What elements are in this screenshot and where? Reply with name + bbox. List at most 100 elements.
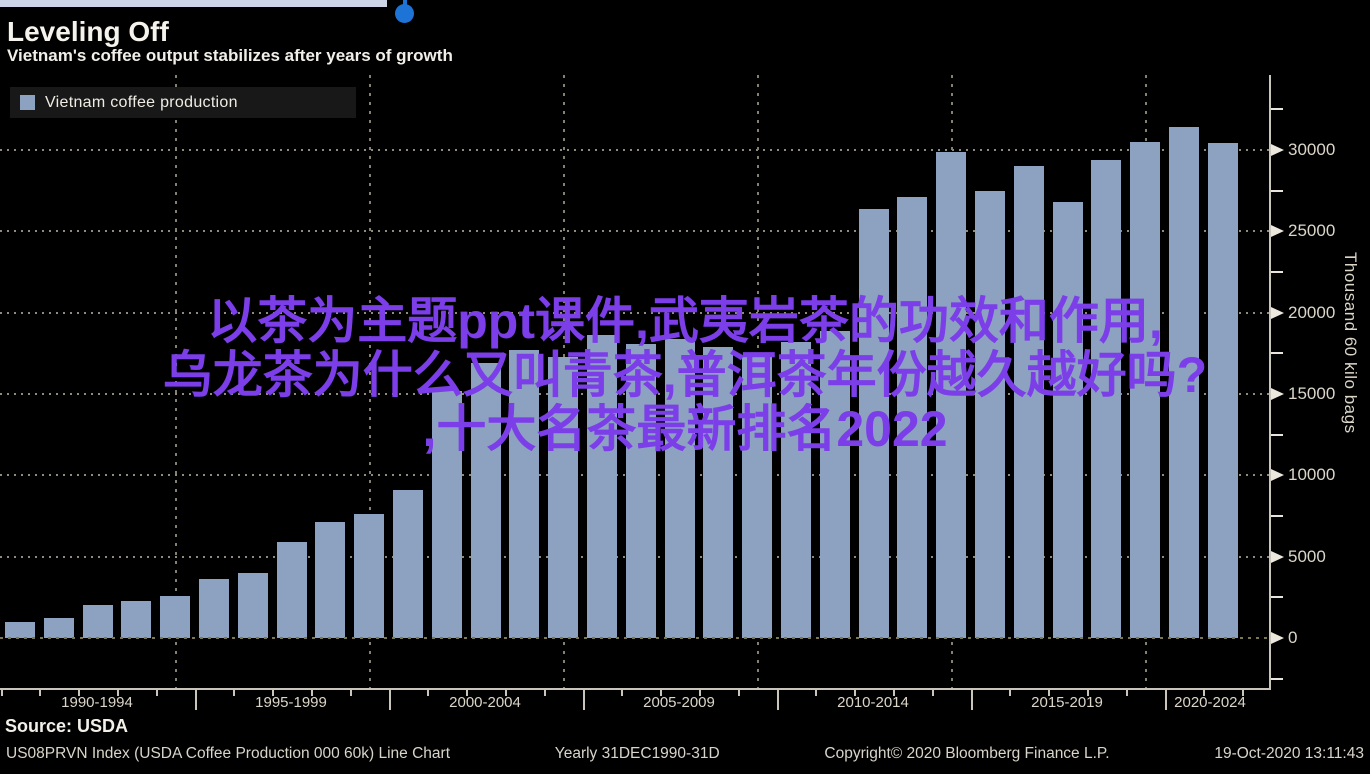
x-tick-year [0, 690, 3, 696]
x-group-separator [970, 690, 973, 710]
y-tick-arrow [1271, 550, 1284, 563]
bar [509, 350, 540, 638]
x-group-separator [194, 690, 197, 710]
bar [43, 618, 74, 638]
y-axis-spine [1269, 75, 1271, 690]
bar [1013, 166, 1044, 638]
y-tick-arrow [1271, 144, 1284, 156]
bar [1130, 142, 1161, 638]
x-tick-year [893, 690, 895, 696]
playhead-dot[interactable] [395, 4, 414, 23]
source-label: Source: USDA [5, 716, 129, 736]
bar [5, 622, 35, 638]
x-tick-year [660, 690, 663, 696]
x-axis-line [0, 688, 1271, 690]
x-tick-year [311, 690, 313, 696]
h-gridline [0, 149, 1269, 151]
x-tick-year [931, 690, 934, 696]
overlay-line-3: ,十大名茶最新排名2022 [422, 401, 948, 457]
bar [276, 542, 307, 638]
video-progress-bar[interactable] [0, 0, 1370, 24]
y-tick-arrow [1271, 469, 1284, 482]
bar [548, 357, 579, 638]
x-tick-year [543, 690, 546, 696]
y-tick-arrow [1271, 225, 1284, 238]
bar [1052, 202, 1083, 638]
h-gridline [0, 311, 1269, 314]
x-tick-year [1125, 690, 1128, 696]
footer-timestamp: 19-Oct-2020 13:11:43 [1214, 745, 1364, 762]
footer-ticker: US08PRVN Index (USDA Coffee Production 0… [6, 745, 451, 762]
x-group-separator [776, 690, 779, 710]
x-group-separator [582, 690, 585, 710]
bar [664, 339, 695, 638]
bar [1169, 127, 1199, 638]
overlay-caption: 以茶为主题ppt课件,武夷岩茶的功效和作用, 乌龙茶为什么又叫青茶,普洱茶年份越… [0, 294, 1370, 456]
y-tick-label: 20000 [1288, 302, 1336, 322]
x-group-label: 2015-2019 [1031, 694, 1103, 711]
v-gridline [175, 75, 177, 688]
bar [315, 522, 346, 638]
x-group-label: 2010-2014 [837, 694, 909, 711]
y-tick-minor [1271, 189, 1283, 192]
bar [703, 347, 734, 638]
x-tick-year [699, 690, 701, 696]
x-tick-year [155, 690, 158, 696]
x-group-label: 2000-2004 [449, 694, 521, 711]
bar [1091, 160, 1122, 638]
bar [936, 152, 967, 638]
y-tick-minor [1271, 515, 1283, 517]
x-tick-year [1048, 690, 1051, 696]
y-tick-label: 15000 [1288, 384, 1336, 403]
bar [1207, 143, 1238, 638]
footer-copyright: Copyright© 2020 Bloomberg Finance L.P. [824, 745, 1110, 762]
x-group-separator [388, 690, 391, 710]
zero-line [0, 637, 1269, 639]
legend-label: Vietnam coffee production [45, 93, 238, 111]
footer-periodicity: Yearly 31DEC1990-31D [554, 745, 720, 762]
y-tick-minor [1271, 596, 1283, 599]
x-tick-year [621, 690, 624, 696]
chart-subtitle: Vietnam's coffee output stabilizes after… [7, 46, 453, 65]
bar [819, 331, 850, 638]
bar [587, 335, 617, 638]
bar [975, 191, 1005, 638]
x-group-label: 1990-1994 [61, 694, 133, 711]
x-tick-year [233, 690, 236, 696]
bar [237, 573, 268, 638]
x-group-separator [1164, 690, 1167, 710]
y-tick-label: 5000 [1288, 546, 1326, 566]
h-gridline [0, 230, 1269, 233]
bar [199, 579, 229, 638]
x-tick-year [39, 690, 42, 696]
y-tick-minor [1271, 433, 1283, 436]
y-tick-label: 25000 [1288, 221, 1336, 241]
bar [897, 197, 928, 638]
x-group-label: 2005-2009 [643, 694, 715, 711]
x-tick-year [1203, 690, 1206, 696]
y-axis-title: Thousand 60 kilo bags [1341, 252, 1360, 434]
y-tick-arrow [1271, 306, 1284, 319]
y-tick-minor [1271, 108, 1283, 111]
x-group-label: 2020-2024 [1174, 694, 1246, 711]
y-tick-arrow [1271, 632, 1284, 644]
bar [121, 601, 152, 638]
bar [354, 514, 385, 638]
y-tick-minor [1271, 271, 1283, 273]
bar [858, 209, 889, 638]
terminal-footer: US08PRVN Index (USDA Coffee Production 0… [0, 745, 1370, 763]
y-tick-label: 30000 [1288, 140, 1336, 159]
y-tick-arrow [1271, 388, 1284, 400]
x-tick-year [78, 690, 81, 696]
y-tick-minor [1271, 677, 1283, 680]
x-tick-year [466, 690, 469, 696]
x-tick-year [272, 690, 275, 696]
y-tick-minor [1271, 352, 1283, 355]
x-tick-year [1242, 690, 1245, 696]
x-tick-year [349, 690, 352, 696]
x-tick-year [815, 690, 818, 696]
y-tick-label: 10000 [1288, 465, 1336, 485]
overlay-line-1: 以茶为主题ppt课件,武夷岩茶的功效和作用, [207, 293, 1163, 349]
x-tick-year [854, 690, 857, 696]
